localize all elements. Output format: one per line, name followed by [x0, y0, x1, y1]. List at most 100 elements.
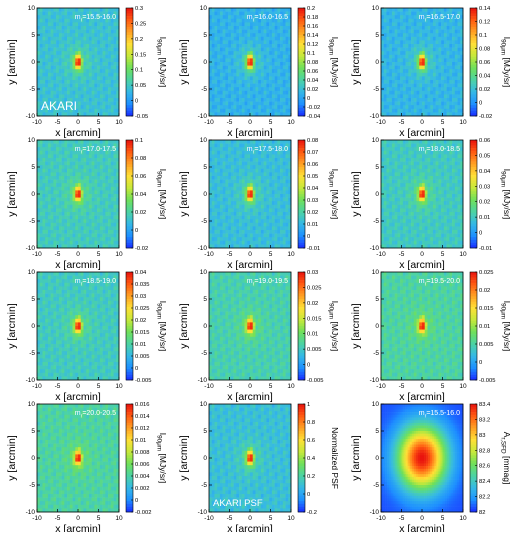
colorbar-tick-label: 0.08 — [307, 138, 318, 144]
colorbar-step — [126, 221, 133, 224]
colorbar-step — [126, 202, 133, 205]
colorbar-step — [126, 145, 133, 148]
x-tick-label: 5 — [441, 515, 445, 522]
colorbar-step — [126, 27, 133, 30]
x-tick-label: 0 — [420, 119, 424, 126]
colorbar-step — [470, 38, 477, 41]
colorbar-step — [298, 49, 305, 52]
colorbar-step — [470, 466, 477, 469]
y-axis-label: y [arcmin] — [178, 435, 190, 481]
x-tick-label: 0 — [248, 515, 252, 522]
colorbar-step — [298, 240, 305, 243]
colorbar-step — [298, 197, 305, 200]
colorbar-tick-label: 0.07 — [307, 150, 318, 156]
colorbar-tick-label: 0.03 — [479, 184, 490, 190]
colorbar-step — [126, 350, 133, 353]
colorbar-step — [126, 73, 133, 76]
colorbar-step — [298, 103, 305, 106]
colorbar-label: I90μm [MJy/sr] — [328, 301, 341, 352]
colorbar-step — [470, 235, 477, 238]
x-tick-label: 10 — [459, 515, 467, 522]
colorbar-step — [470, 453, 477, 456]
colorbar-step — [126, 439, 133, 442]
colorbar-step — [298, 38, 305, 41]
colorbar-step — [470, 329, 477, 332]
x-tick-label: 5 — [269, 119, 273, 126]
x-tick-label: -5 — [399, 251, 405, 258]
colorbar-step — [126, 178, 133, 181]
colorbar-step — [298, 108, 305, 111]
x-axis-label: x [arcmin] — [399, 127, 445, 139]
colorbar-step — [298, 428, 305, 431]
colorbar-step — [470, 13, 477, 16]
colorbar-tick-label: 0.1 — [307, 51, 315, 57]
colorbar-step — [126, 38, 133, 41]
colorbar-step — [298, 321, 305, 324]
colorbar-tick-label: -0.05 — [135, 114, 148, 120]
x-tick-label: 10 — [287, 251, 295, 258]
colorbar-step — [298, 415, 305, 418]
colorbar-step — [126, 504, 133, 507]
colorbar-step — [126, 337, 133, 340]
colorbar-step — [298, 13, 305, 16]
colorbar-tick-label: 0.015 — [307, 316, 322, 322]
colorbar-step — [298, 501, 305, 504]
heatmap-image — [209, 404, 291, 512]
colorbar-tick-label: 0.014 — [135, 414, 150, 420]
colorbar-step — [298, 8, 305, 11]
y-tick-label: -5 — [29, 86, 35, 93]
y-tick-label: 5 — [375, 428, 379, 435]
colorbar-tick-label: 0.02 — [307, 301, 318, 307]
colorbar-step — [470, 103, 477, 106]
colorbar-step — [126, 151, 133, 154]
colorbar-step — [470, 57, 477, 60]
colorbar-step — [126, 496, 133, 499]
colorbar-tick-label: 0.06 — [479, 138, 490, 144]
colorbar-step — [298, 148, 305, 151]
colorbar-step — [126, 447, 133, 450]
y-tick-label: 10 — [200, 269, 208, 276]
y-tick-label: 5 — [203, 164, 207, 171]
x-tick-label: -5 — [227, 515, 233, 522]
colorbar-step — [470, 143, 477, 146]
colorbar-step — [470, 159, 477, 162]
colorbar-step — [126, 453, 133, 456]
colorbar-step — [126, 321, 133, 324]
colorbar-step — [126, 162, 133, 165]
colorbar-step — [298, 159, 305, 162]
colorbar-step — [298, 16, 305, 19]
colorbar-tick-label: 0 — [479, 360, 482, 366]
colorbar-tick-label: 0.6 — [307, 438, 315, 444]
colorbar-tick-label: 0.15 — [135, 52, 146, 58]
colorbar-step — [298, 183, 305, 186]
colorbar-step — [126, 423, 133, 426]
colorbar-tick-label: 0 — [307, 363, 310, 369]
y-tick-label: 10 — [372, 401, 380, 408]
colorbar-step — [298, 291, 305, 294]
colorbar-step — [470, 461, 477, 464]
colorbar-tick-label: 0.05 — [479, 153, 490, 159]
y-tick-label: 5 — [203, 32, 207, 39]
colorbar-step — [126, 315, 133, 318]
colorbar-step — [470, 208, 477, 211]
y-tick-label: 0 — [31, 191, 35, 198]
colorbar-step — [298, 154, 305, 157]
colorbar-step — [126, 348, 133, 351]
y-tick-label: 5 — [31, 296, 35, 303]
colorbar-step — [298, 450, 305, 453]
colorbar-step — [126, 334, 133, 337]
colorbar-step — [298, 329, 305, 332]
colorbar-step — [126, 24, 133, 27]
colorbar-step — [298, 507, 305, 510]
colorbar-step — [298, 334, 305, 337]
y-tick-label: 10 — [372, 137, 380, 144]
colorbar-step — [298, 485, 305, 488]
colorbar-tick-label: 0.006 — [135, 462, 150, 468]
colorbar-step — [470, 172, 477, 175]
colorbar-tick-label: 0 — [307, 492, 310, 498]
y-tick-label: 5 — [375, 164, 379, 171]
